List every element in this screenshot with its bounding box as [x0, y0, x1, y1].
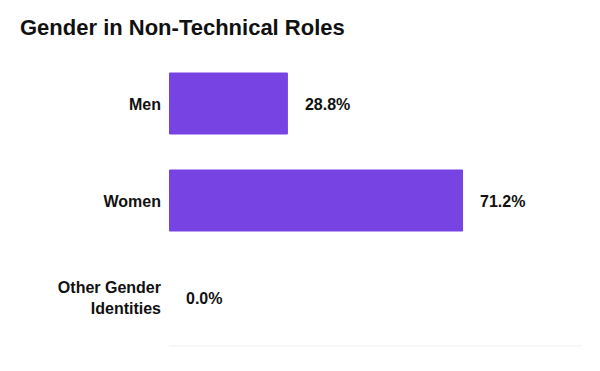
label-line: Identities: [91, 300, 161, 317]
data-label: 0.0%: [186, 290, 222, 307]
title: Gender in Non-Technical Roles: [20, 15, 345, 40]
bar: [169, 267, 170, 329]
category-label: Men: [129, 96, 161, 113]
label-line: Women: [104, 193, 161, 210]
bars: [169, 73, 463, 232]
bar: [169, 170, 463, 232]
x-axis-line: [169, 346, 582, 347]
chart: Gender in Non-Technical Roles Men 28.8% Wom…: [0, 0, 600, 371]
bar: [169, 73, 288, 135]
label-line: Other Gender: [58, 279, 161, 296]
category-label: Women: [104, 193, 161, 210]
category-label: Other Gender Identities: [58, 279, 161, 317]
label-line: Men: [129, 96, 161, 113]
data-label: 28.8%: [305, 96, 350, 113]
data-label: 71.2%: [480, 193, 525, 210]
